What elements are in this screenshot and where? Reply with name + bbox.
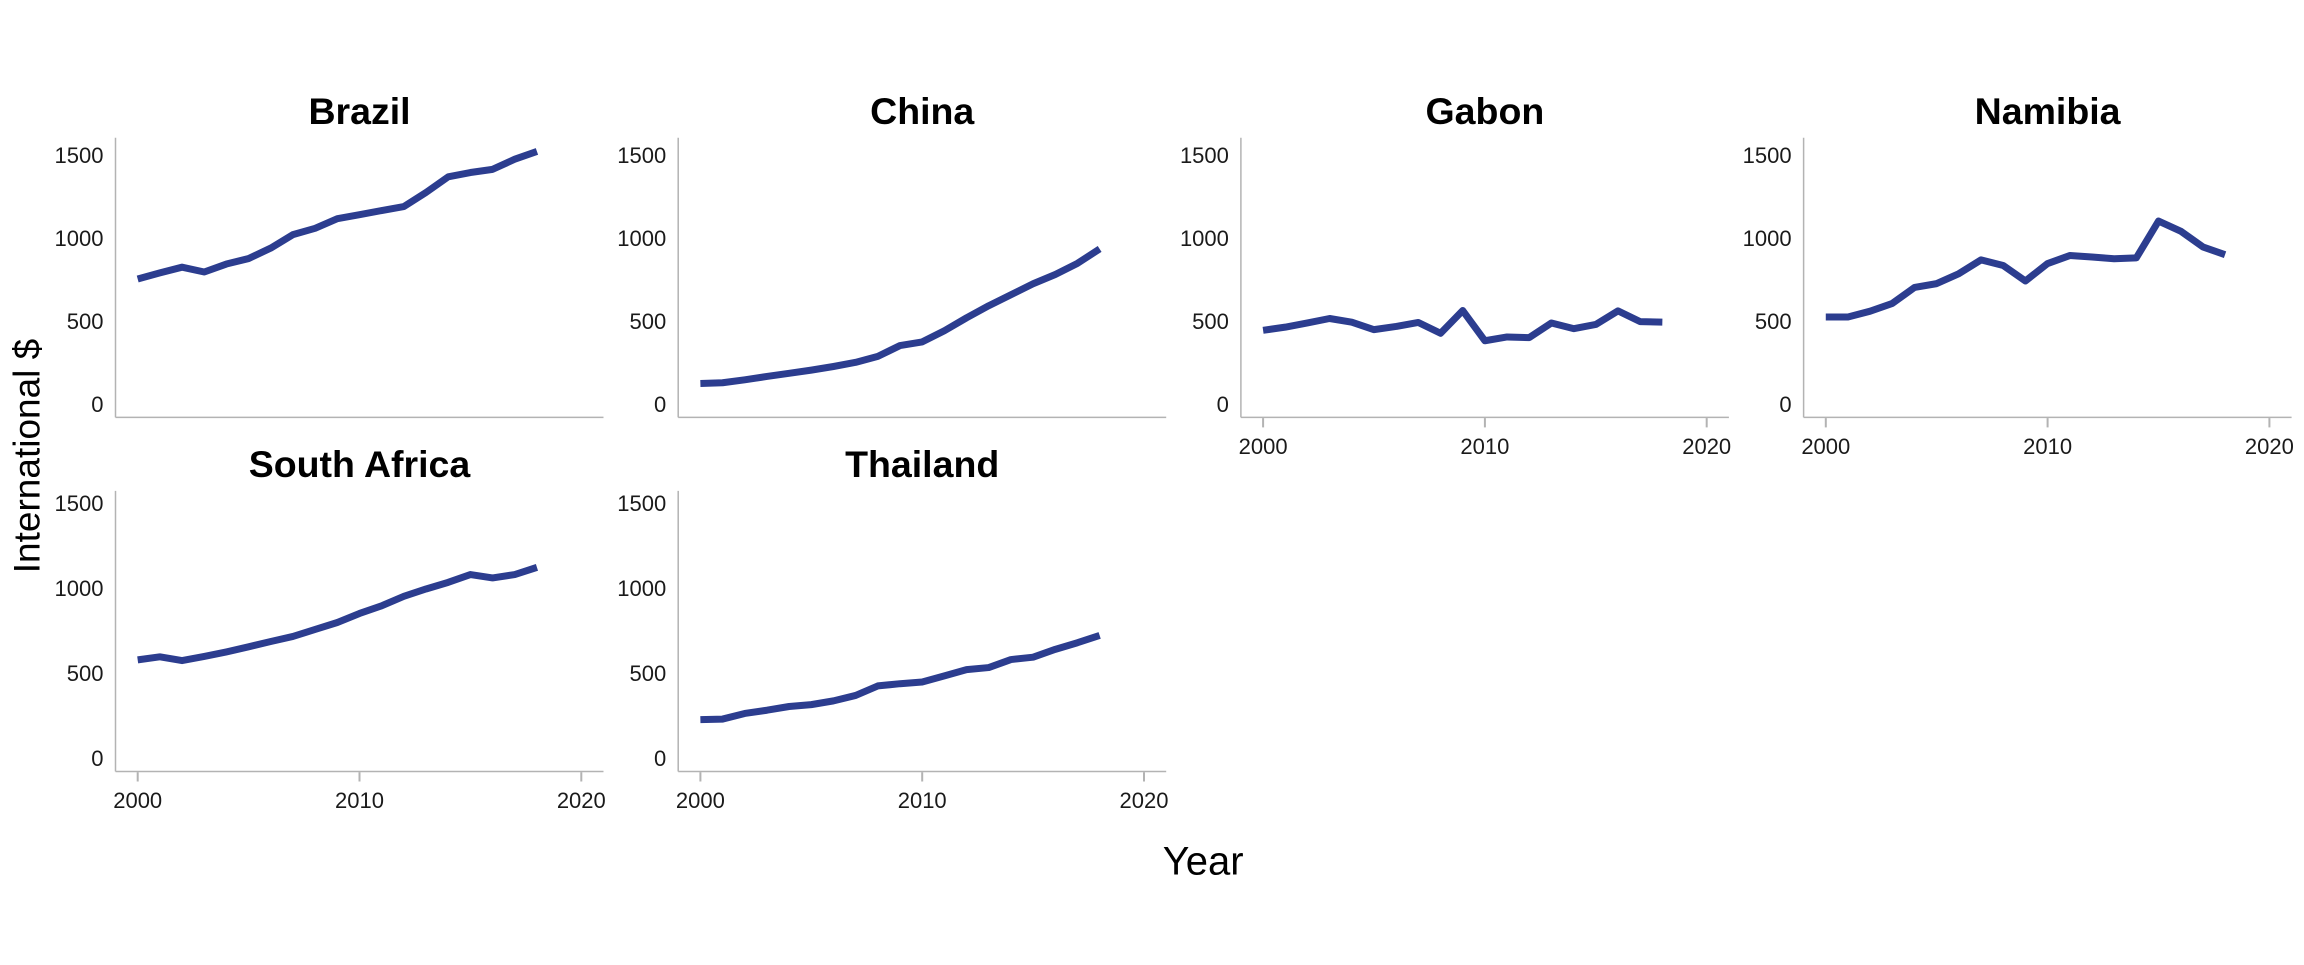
svg-text:Namibia: Namibia xyxy=(1975,90,2122,132)
svg-text:2020: 2020 xyxy=(557,788,606,813)
svg-text:1500: 1500 xyxy=(1180,143,1229,168)
svg-text:Year: Year xyxy=(1163,840,1244,884)
svg-text:1500: 1500 xyxy=(55,143,104,168)
svg-text:1000: 1000 xyxy=(55,226,104,251)
svg-text:2010: 2010 xyxy=(1460,434,1509,459)
svg-text:1000: 1000 xyxy=(617,576,666,601)
svg-text:1500: 1500 xyxy=(617,143,666,168)
svg-text:2000: 2000 xyxy=(676,788,725,813)
svg-text:2020: 2020 xyxy=(1682,434,1731,459)
svg-text:Gabon: Gabon xyxy=(1426,90,1545,132)
svg-text:1000: 1000 xyxy=(1180,226,1229,251)
svg-text:Thailand: Thailand xyxy=(845,443,999,485)
svg-text:2000: 2000 xyxy=(113,788,162,813)
svg-text:1000: 1000 xyxy=(617,226,666,251)
svg-text:1000: 1000 xyxy=(1743,226,1792,251)
svg-text:2000: 2000 xyxy=(1239,434,1288,459)
svg-text:0: 0 xyxy=(1217,392,1229,417)
svg-text:International $: International $ xyxy=(7,339,48,574)
svg-text:1500: 1500 xyxy=(1743,143,1792,168)
svg-text:500: 500 xyxy=(67,661,104,686)
svg-text:2010: 2010 xyxy=(2023,434,2072,459)
svg-text:South Africa: South Africa xyxy=(249,443,472,485)
svg-text:2000: 2000 xyxy=(1801,434,1850,459)
svg-text:2020: 2020 xyxy=(2245,434,2294,459)
svg-text:Brazil: Brazil xyxy=(308,90,410,132)
svg-text:1500: 1500 xyxy=(617,491,666,516)
svg-text:0: 0 xyxy=(91,392,103,417)
svg-text:0: 0 xyxy=(91,746,103,771)
svg-text:0: 0 xyxy=(654,746,666,771)
svg-text:1500: 1500 xyxy=(55,491,104,516)
svg-text:1000: 1000 xyxy=(55,576,104,601)
svg-text:2020: 2020 xyxy=(1120,788,1169,813)
svg-text:0: 0 xyxy=(1779,392,1791,417)
svg-text:2010: 2010 xyxy=(335,788,384,813)
svg-text:500: 500 xyxy=(629,309,666,334)
svg-text:China: China xyxy=(870,90,975,132)
svg-text:500: 500 xyxy=(1192,309,1229,334)
svg-text:500: 500 xyxy=(629,661,666,686)
svg-text:500: 500 xyxy=(1755,309,1792,334)
svg-text:0: 0 xyxy=(654,392,666,417)
svg-text:500: 500 xyxy=(67,309,104,334)
svg-text:2010: 2010 xyxy=(898,788,947,813)
